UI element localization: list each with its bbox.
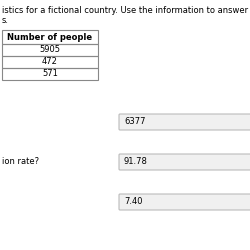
Text: istics for a fictional country. Use the information to answer t: istics for a fictional country. Use the … <box>2 6 250 15</box>
FancyBboxPatch shape <box>119 194 250 210</box>
Bar <box>2 44 98 56</box>
Text: 472: 472 <box>42 58 58 66</box>
FancyBboxPatch shape <box>119 114 250 130</box>
Text: 5905: 5905 <box>40 46 60 54</box>
Text: 571: 571 <box>42 70 58 78</box>
Bar <box>2 68 98 80</box>
Text: 91.78: 91.78 <box>124 158 148 166</box>
Bar <box>2 56 98 68</box>
Text: 6377: 6377 <box>124 118 146 126</box>
Bar <box>2 30 98 44</box>
FancyBboxPatch shape <box>119 154 250 170</box>
Text: 7.40: 7.40 <box>124 198 142 206</box>
Text: s.: s. <box>2 16 9 25</box>
Text: Number of people: Number of people <box>8 32 92 42</box>
Text: ion rate?: ion rate? <box>2 158 39 166</box>
